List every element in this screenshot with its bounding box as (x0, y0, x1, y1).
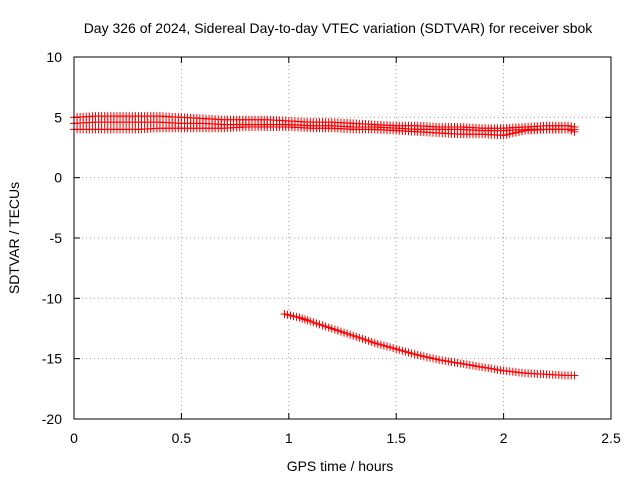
plot-marks (70, 112, 579, 380)
y-tick-label: -10 (42, 290, 62, 306)
y-axis-title: SDTVAR / TECUs (6, 182, 22, 294)
series (280, 310, 579, 380)
x-tick-label: 0.5 (172, 430, 192, 446)
y-ticks: -20 -15 -10 -5 0 5 10 (42, 49, 611, 427)
y-tick-label: 0 (54, 170, 62, 186)
x-tick-label: 2.5 (601, 430, 621, 446)
x-tick-label: 1.5 (386, 430, 406, 446)
x-tick-label: 1 (285, 430, 293, 446)
y-tick-label: -20 (42, 411, 62, 427)
data-point (570, 371, 579, 380)
chart-title: Day 326 of 2024, Sidereal Day-to-day VTE… (84, 20, 594, 36)
data-point (564, 125, 573, 134)
grid (74, 57, 611, 419)
plot-frame (73, 56, 612, 420)
x-axis-title: GPS time / hours (287, 458, 394, 474)
y-tick-label: -15 (42, 351, 62, 367)
data-point (570, 127, 579, 136)
series (70, 118, 579, 135)
y-tick-label: 5 (54, 109, 62, 125)
x-ticks: 0 0.5 1 1.5 2 2.5 (70, 57, 621, 446)
data-point (567, 126, 576, 135)
y-tick-label: -5 (50, 230, 63, 246)
x-tick-label: 2 (500, 430, 508, 446)
x-tick-label: 0 (70, 430, 78, 446)
series (70, 122, 579, 140)
y-tick-label: 10 (46, 49, 62, 65)
